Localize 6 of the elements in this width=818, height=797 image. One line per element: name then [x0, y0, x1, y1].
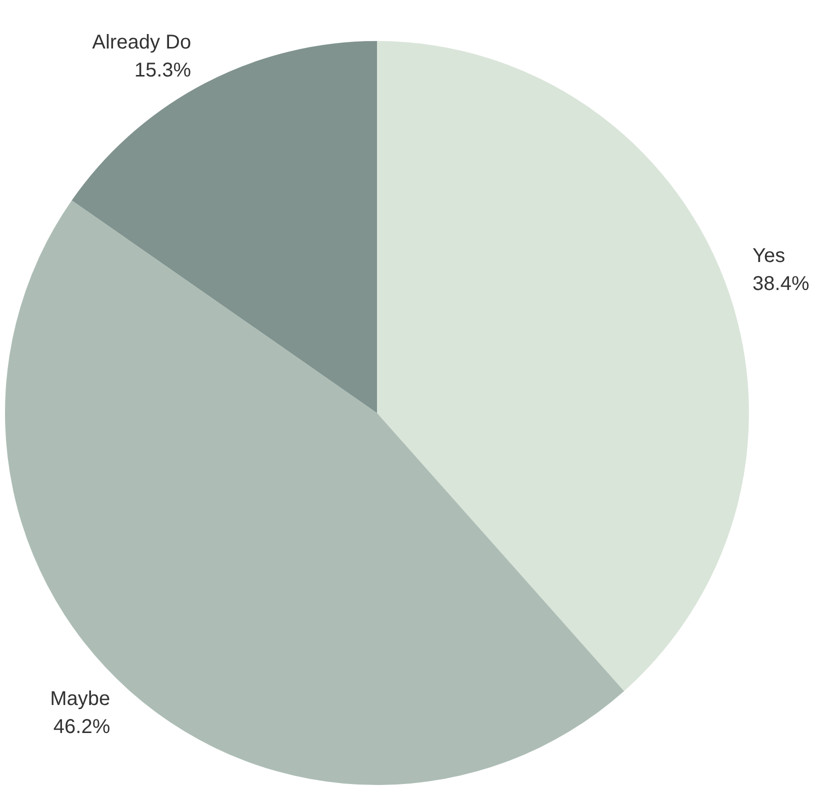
data-label: 38.4%: [752, 272, 810, 295]
data-label: 15.3%: [134, 59, 192, 82]
data-label: 46.2%: [53, 716, 110, 738]
slice-label: Maybe: [50, 688, 110, 710]
slice-label: Already Do: [92, 31, 192, 54]
slice-label: Yes: [752, 244, 786, 267]
